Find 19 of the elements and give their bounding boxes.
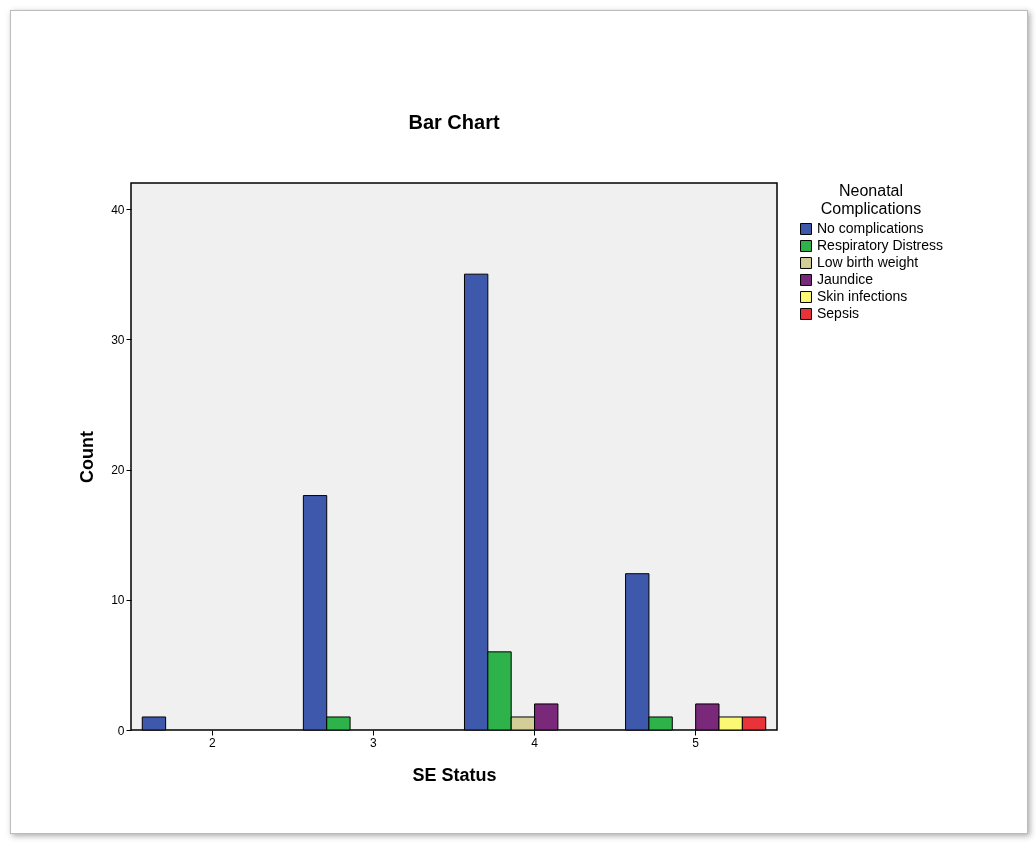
x-tick-label: 3	[370, 735, 378, 750]
x-tick-label: 5	[692, 735, 700, 750]
y-axis-title: Count	[77, 431, 98, 483]
legend-title: Neonatal Complications	[820, 182, 922, 217]
y-tick-label: 20	[111, 463, 125, 478]
legend-label: Low birth weight	[817, 254, 919, 270]
x-tick-label: 4	[531, 735, 539, 750]
y-tick-label: 40	[111, 202, 125, 217]
x-tick-label: 2	[209, 735, 217, 750]
legend-label: Respiratory Distress	[817, 237, 944, 253]
legend-label: Sepsis	[817, 305, 860, 321]
y-tick-label: 30	[111, 332, 125, 347]
chart-title: Bar Chart	[408, 111, 500, 133]
x-axis-title: SE Status	[412, 764, 497, 785]
legend-label: Skin infections	[817, 288, 908, 304]
y-tick-label: 0	[117, 723, 125, 738]
y-tick-label: 10	[111, 593, 125, 608]
legend-label: No complications	[817, 220, 924, 236]
legend-label: Jaundice	[817, 271, 874, 287]
